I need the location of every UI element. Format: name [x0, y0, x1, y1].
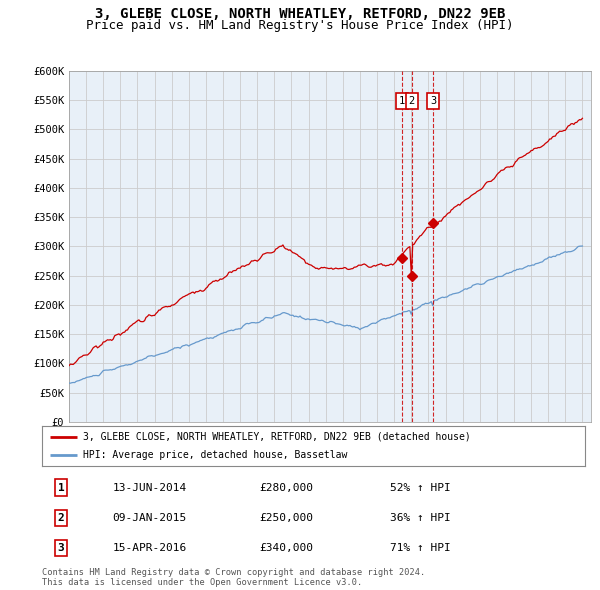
Text: 3: 3 — [58, 543, 64, 553]
Text: 1: 1 — [398, 96, 405, 106]
Text: 36% ↑ HPI: 36% ↑ HPI — [389, 513, 450, 523]
Text: 15-APR-2016: 15-APR-2016 — [113, 543, 187, 553]
Text: 2: 2 — [58, 513, 64, 523]
Text: Price paid vs. HM Land Registry's House Price Index (HPI): Price paid vs. HM Land Registry's House … — [86, 19, 514, 32]
Text: 3, GLEBE CLOSE, NORTH WHEATLEY, RETFORD, DN22 9EB (detached house): 3, GLEBE CLOSE, NORTH WHEATLEY, RETFORD,… — [83, 432, 470, 442]
Text: HPI: Average price, detached house, Bassetlaw: HPI: Average price, detached house, Bass… — [83, 450, 347, 460]
Text: 13-JUN-2014: 13-JUN-2014 — [113, 483, 187, 493]
Text: 3, GLEBE CLOSE, NORTH WHEATLEY, RETFORD, DN22 9EB: 3, GLEBE CLOSE, NORTH WHEATLEY, RETFORD,… — [95, 7, 505, 21]
Text: £280,000: £280,000 — [259, 483, 313, 493]
Text: 71% ↑ HPI: 71% ↑ HPI — [389, 543, 450, 553]
Text: 1: 1 — [58, 483, 64, 493]
Text: 09-JAN-2015: 09-JAN-2015 — [113, 513, 187, 523]
Text: 52% ↑ HPI: 52% ↑ HPI — [389, 483, 450, 493]
Text: £340,000: £340,000 — [259, 543, 313, 553]
Text: 3: 3 — [430, 96, 436, 106]
Text: Contains HM Land Registry data © Crown copyright and database right 2024.
This d: Contains HM Land Registry data © Crown c… — [42, 568, 425, 587]
Text: 2: 2 — [409, 96, 415, 106]
Text: £250,000: £250,000 — [259, 513, 313, 523]
